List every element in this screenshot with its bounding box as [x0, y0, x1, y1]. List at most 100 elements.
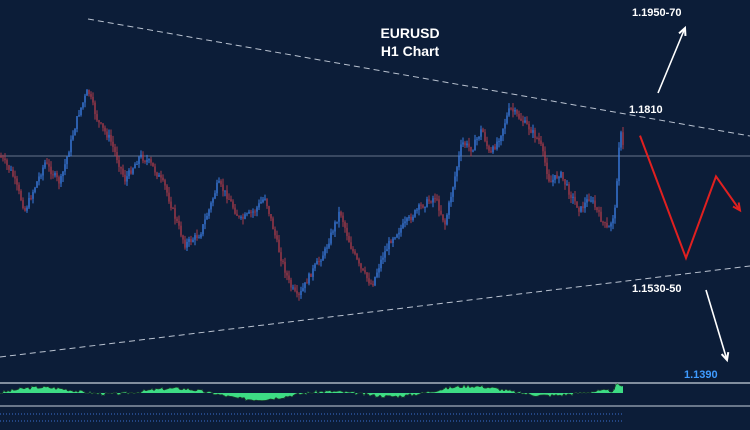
candle-body: [30, 197, 32, 199]
candle-body: [148, 159, 150, 161]
chart-grid: [0, 155, 750, 407]
oscillator-signal: [329, 390, 333, 393]
candle-body: [482, 129, 484, 133]
oscillator-signal: [83, 391, 87, 394]
oscillator-signal: [149, 388, 153, 391]
oscillator-signal: [473, 385, 477, 388]
candle-body: [184, 239, 186, 248]
candle-body: [90, 94, 92, 97]
candle-body: [64, 164, 66, 172]
candle-body: [210, 202, 212, 210]
candle-body: [340, 211, 342, 216]
candle-body: [600, 211, 602, 222]
candle-body: [222, 184, 224, 192]
level-label-target-up: 1.1950-70: [632, 7, 682, 19]
candle-body: [62, 171, 64, 177]
oscillator-signal: [289, 395, 293, 398]
oscillator-signal: [291, 394, 295, 398]
oscillator-signal: [243, 397, 247, 401]
candle-body: [354, 251, 356, 254]
candle-body: [278, 239, 280, 253]
oscillator-signal: [119, 392, 123, 395]
candle-body: [494, 146, 496, 150]
candle-body: [22, 200, 24, 209]
candle-body: [440, 210, 442, 215]
candle-body: [166, 185, 168, 193]
oscillator-signal: [295, 392, 299, 395]
oscillator-signal: [407, 393, 411, 396]
oscillator-signal: [497, 388, 501, 391]
candle-body: [492, 146, 494, 153]
candle-body: [538, 138, 540, 141]
candle-body: [44, 162, 46, 168]
candle-body: [572, 196, 574, 198]
oscillator-signal: [481, 385, 485, 389]
candle-body: [272, 218, 274, 230]
candle-body: [200, 234, 202, 238]
candle-body: [172, 208, 174, 210]
oscillator-signal: [69, 389, 73, 392]
candle-body: [192, 239, 194, 243]
candle-body: [168, 192, 170, 202]
oscillator-signal: [161, 387, 165, 391]
candle-body: [362, 268, 364, 271]
candle-body: [594, 200, 596, 208]
oscillator-panel: [0, 383, 623, 422]
candle-body: [516, 110, 518, 114]
oscillator-signal: [127, 392, 131, 395]
candle-body: [8, 165, 10, 170]
oscillator-signal: [35, 385, 39, 389]
candle-body: [188, 239, 190, 242]
oscillator-signal: [81, 390, 85, 393]
candle-body: [520, 118, 522, 121]
candle-body: [446, 214, 448, 225]
candle-body: [558, 177, 560, 179]
candle-body: [260, 201, 262, 204]
candle-body: [56, 173, 58, 178]
candle-body: [514, 110, 516, 112]
candle-body: [78, 114, 80, 117]
oscillator-signal: [377, 395, 381, 398]
candle-body: [592, 200, 594, 202]
candle-body: [614, 207, 616, 219]
candle-body: [126, 176, 128, 182]
oscillator-signal: [297, 392, 301, 395]
candle-body: [248, 211, 250, 214]
oscillator-signal: [573, 391, 577, 394]
candle-body: [108, 134, 110, 138]
candle-body: [206, 215, 208, 220]
oscillator-signal: [569, 393, 573, 396]
oscillator-signal: [389, 395, 393, 398]
oscillator-signal: [209, 391, 213, 393]
oscillator-signal: [527, 392, 531, 395]
candle-body: [74, 128, 76, 136]
candle-body: [258, 203, 260, 208]
oscillator-signal: [443, 386, 447, 389]
candle-body: [72, 135, 74, 140]
oscillator-signal: [75, 390, 79, 393]
candle-body: [142, 154, 144, 161]
oscillator-signal: [103, 392, 107, 396]
oscillator-signal: [549, 394, 553, 398]
candle-body: [578, 207, 580, 212]
oscillator-signal: [279, 398, 283, 400]
candle-body: [284, 261, 286, 273]
candle-body: [250, 211, 252, 213]
candle-body: [14, 176, 16, 179]
oscillator-signal: [583, 391, 587, 394]
oscillator-signal: [187, 388, 191, 391]
candle-body: [506, 115, 508, 124]
oscillator-signal: [309, 392, 313, 394]
candle-body: [252, 211, 254, 213]
candle-body: [480, 129, 482, 137]
oscillator-signal: [505, 388, 509, 391]
candle-body: [226, 190, 228, 199]
candle-body: [6, 160, 8, 166]
candle-body: [286, 272, 288, 276]
oscillator-signal: [427, 390, 431, 393]
candle-body: [334, 222, 336, 232]
candle-body: [476, 138, 478, 140]
oscillator-signal: [585, 391, 589, 394]
candle-body: [580, 206, 582, 212]
candle-body: [486, 140, 488, 147]
